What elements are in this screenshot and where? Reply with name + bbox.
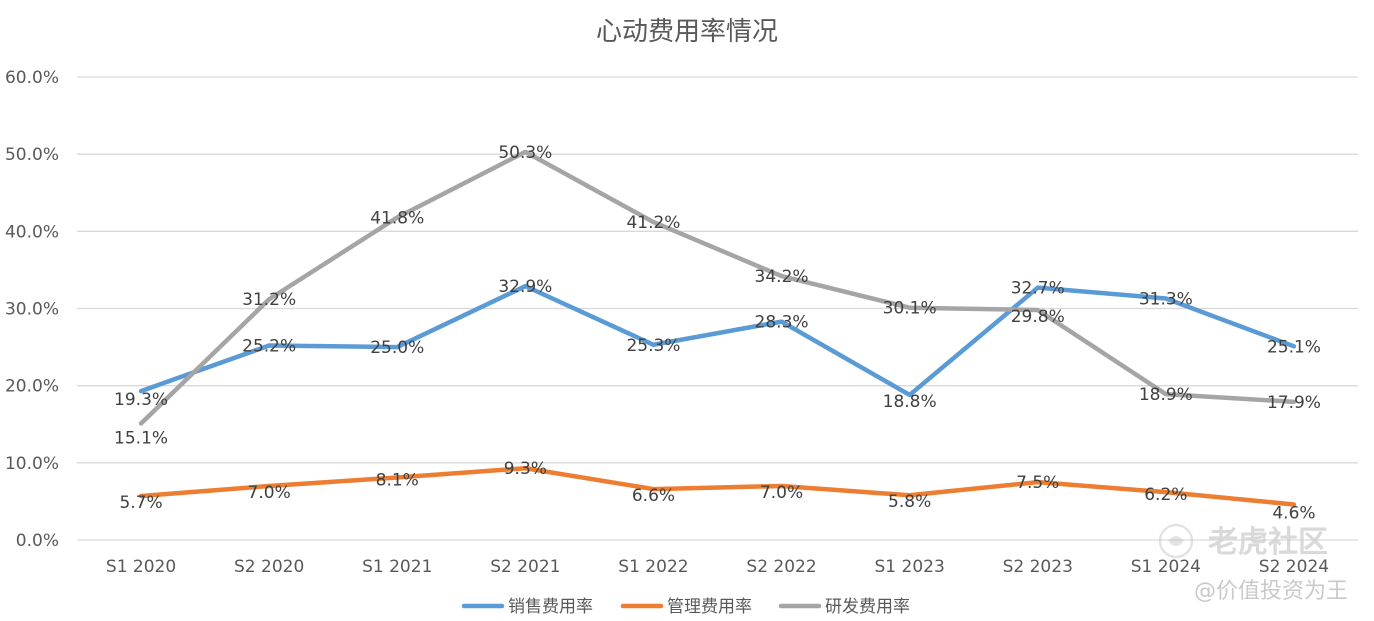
watermark-author: @价值投资为王	[1194, 579, 1348, 604]
data-label: 15.1%	[114, 428, 168, 448]
y-tick-label: 50.0%	[5, 145, 59, 165]
data-label: 6.6%	[632, 486, 675, 506]
y-tick-label: 40.0%	[5, 222, 59, 242]
watermark-brand: 老虎社区	[1208, 525, 1328, 560]
grid-layer	[77, 76, 1358, 541]
data-label: 18.8%	[883, 392, 937, 412]
y-tick-label: 20.0%	[5, 377, 59, 397]
data-label: 9.3%	[504, 459, 547, 479]
tiger-logo-icon	[1158, 523, 1194, 559]
x-tick-label: S2 2023	[1003, 557, 1073, 577]
x-tick-label: S2 2022	[746, 557, 816, 577]
data-label: 30.1%	[883, 299, 937, 319]
data-label: 7.5%	[1016, 473, 1059, 493]
x-tick-label: S2 2020	[234, 557, 304, 577]
y-tick-label: 30.0%	[5, 300, 59, 320]
y-tick-label: 60.0%	[5, 68, 59, 88]
series-layer	[138, 149, 1297, 507]
series-line-0	[138, 283, 1297, 398]
data-label: 25.2%	[242, 337, 296, 357]
data-label: 31.3%	[1139, 289, 1193, 309]
x-tick-label: S1 2020	[106, 557, 176, 577]
watermark: 老虎社区 @价值投资为王	[1158, 523, 1348, 604]
data-label: 4.6%	[1272, 504, 1315, 524]
data-label: 25.0%	[370, 338, 424, 358]
data-label: 8.1%	[376, 470, 419, 490]
data-label: 50.3%	[498, 143, 552, 163]
data-label: 34.2%	[755, 267, 809, 287]
series-line-2	[138, 149, 1297, 426]
series-line-1	[138, 465, 1297, 507]
data-label: 25.1%	[1267, 337, 1321, 357]
x-tick-label: S2 2024	[1259, 557, 1329, 577]
data-label: 5.8%	[888, 492, 931, 512]
x-tick-label: S1 2022	[618, 557, 688, 577]
data-label: 32.7%	[1011, 279, 1065, 299]
legend: 销售费用率 管理费用率 研发费用率	[461, 597, 910, 617]
y-tick-label: 10.0%	[5, 454, 59, 474]
data-label: 25.3%	[626, 336, 680, 356]
x-tick-label: S2 2021	[490, 557, 560, 577]
x-axis-ticks: S1 2020 S2 2020 S1 2021 S2 2021 S1 2022 S2 20…	[106, 557, 1329, 577]
legend-label: 管理费用率	[667, 597, 752, 617]
data-label: 41.2%	[626, 213, 680, 233]
data-label: 7.0%	[760, 483, 803, 503]
data-label: 5.7%	[119, 493, 162, 513]
data-label: 19.3%	[114, 390, 168, 410]
x-tick-label: S1 2024	[1131, 557, 1201, 577]
data-label: 18.9%	[1139, 385, 1193, 405]
data-label: 6.2%	[1144, 485, 1187, 505]
data-label: 32.9%	[498, 277, 552, 297]
data-label: 17.9%	[1267, 393, 1321, 413]
data-label: 28.3%	[755, 313, 809, 333]
data-label: 31.2%	[242, 290, 296, 310]
x-tick-label: S1 2023	[875, 557, 945, 577]
data-label-layer: 19.3% 25.2% 25.0% 32.9% 25.3% 28.3% 18.8% 32.7%…	[114, 143, 1321, 524]
data-label: 41.8%	[370, 208, 424, 228]
legend-label: 研发费用率	[825, 597, 910, 617]
data-label: 29.8%	[1011, 307, 1065, 327]
data-label: 7.0%	[248, 483, 291, 503]
y-axis-ticks: 0.0% 10.0% 20.0% 30.0% 40.0% 50.0% 60.0%	[5, 68, 59, 551]
x-tick-label: S1 2021	[362, 557, 432, 577]
legend-label: 销售费用率	[508, 597, 593, 617]
chart-title: 心动费用率情况	[596, 17, 778, 47]
y-tick-label: 0.0%	[16, 531, 59, 551]
